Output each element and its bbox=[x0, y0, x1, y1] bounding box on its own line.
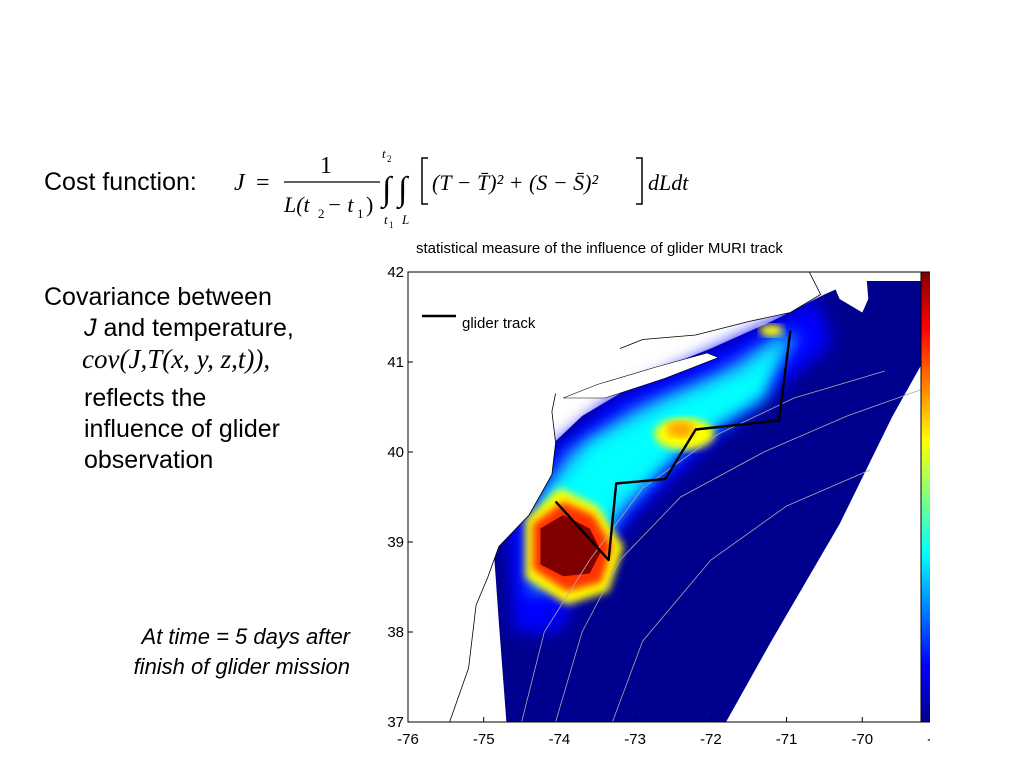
cov-line3: reflects the bbox=[84, 384, 207, 412]
land-cape-cod bbox=[828, 272, 869, 313]
ocean-domain bbox=[491, 281, 923, 722]
note-line1: At time = 5 days after bbox=[141, 624, 350, 649]
cov-line2-var: J bbox=[84, 314, 97, 342]
shelf-band-cyan bbox=[544, 335, 787, 560]
formula-sub2: 2 bbox=[318, 206, 325, 221]
formula-int-lower-sub: 1 bbox=[389, 220, 394, 230]
x-tick-label: -73 bbox=[624, 731, 646, 748]
x-tick-label: -74 bbox=[549, 731, 571, 748]
formula-diff: dLdt bbox=[648, 170, 689, 195]
formula-int-lower: t bbox=[384, 212, 388, 227]
chart-title: statistical measure of the influence of … bbox=[416, 240, 783, 257]
legend-label: glider track bbox=[462, 315, 536, 332]
secondary-hotspot-orange bbox=[666, 421, 695, 438]
coastline-ne bbox=[619, 272, 822, 349]
formula-minus-t: − t bbox=[327, 192, 354, 217]
colorbar-gradient bbox=[920, 271, 930, 723]
y-tick-label: 37 bbox=[387, 714, 404, 731]
y-tick-label: 39 bbox=[387, 534, 404, 551]
x-tick-label: -72 bbox=[700, 731, 722, 748]
cov-math: cov(J,T(x, y, z,t)), bbox=[82, 344, 271, 374]
y-tick-label: 41 bbox=[387, 354, 404, 371]
x-tick-label: -71 bbox=[776, 731, 798, 748]
formula-int-lower2: L bbox=[401, 212, 409, 227]
track-legend: glider track bbox=[422, 314, 536, 332]
formula-int-upper-sub: 2 bbox=[387, 154, 392, 164]
cov-line2-rest: and temperature, bbox=[96, 314, 294, 342]
y-tick-label: 42 bbox=[387, 264, 404, 281]
cov-line4: influence of glider bbox=[84, 415, 280, 443]
glider-track-line bbox=[554, 330, 792, 562]
land-long-island bbox=[563, 352, 720, 399]
cov-line2: J and temperature, bbox=[44, 313, 344, 344]
formula-equals: = bbox=[256, 170, 270, 196]
influence-map-chart: statistical measure of the influence of … bbox=[387, 240, 930, 748]
ne-hotspot bbox=[759, 324, 784, 337]
x-tick-label: -70 bbox=[851, 731, 873, 748]
cov-line1: Covariance between bbox=[44, 283, 272, 311]
cov-line5: observation bbox=[84, 446, 214, 474]
formula-numerator: 1 bbox=[320, 153, 332, 179]
glider-track bbox=[554, 330, 792, 562]
y-tick-label: 40 bbox=[387, 444, 404, 461]
formula-int-upper: t bbox=[382, 146, 386, 161]
cost-function-label: Cost function: bbox=[44, 168, 197, 196]
bathymetry-contour-1 bbox=[521, 370, 886, 722]
covariance-text: Covariance between J and temperature, co… bbox=[44, 282, 344, 476]
integral-sign-2: ∫ bbox=[396, 171, 410, 210]
cost-function-formula: J = 1 L(t 2 − t 1 ) t 2 ∫ t 1 ∫ L (T − T… bbox=[234, 146, 689, 230]
formula-body: (T − T̄)² + (S − S̄)² bbox=[432, 170, 599, 195]
main-hotspot-core bbox=[540, 515, 602, 577]
formula-denominator: L(t bbox=[283, 192, 311, 217]
colorbar: 0.010.0080.0060.0040.0020 bbox=[920, 271, 930, 723]
bathymetry-contour-2 bbox=[555, 388, 924, 722]
axis-ticks: -76 -75 -74 -73 -72 -71 -70 -69 42 41 40 39 38 37 bbox=[387, 264, 930, 748]
time-note: At time = 5 days after finish of glider … bbox=[60, 622, 350, 682]
plot-frame bbox=[407, 271, 930, 723]
formula-close-paren: ) bbox=[366, 192, 373, 217]
formula-lhs: J bbox=[234, 170, 246, 196]
land-new-england bbox=[612, 272, 821, 349]
y-tick-label: 38 bbox=[387, 624, 404, 641]
x-tick-label: -75 bbox=[473, 731, 495, 748]
x-tick-label: -76 bbox=[397, 731, 419, 748]
integral-sign-1: ∫ bbox=[380, 171, 394, 210]
influence-field bbox=[408, 272, 924, 722]
left-bracket bbox=[421, 157, 428, 205]
land-mainland bbox=[408, 272, 620, 722]
plot-border bbox=[407, 271, 930, 723]
x-tick-label: -69 bbox=[927, 731, 930, 748]
note-line2: finish of glider mission bbox=[133, 654, 350, 679]
bathymetry-contour-3 bbox=[612, 469, 871, 722]
right-bracket bbox=[636, 157, 643, 205]
formula-sub1: 1 bbox=[357, 206, 364, 221]
coastline-nj bbox=[449, 393, 557, 722]
